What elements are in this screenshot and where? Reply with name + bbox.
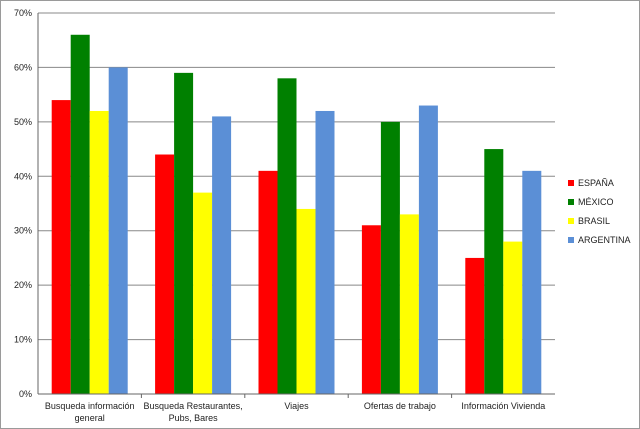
category-label: Busqueda Restaurantes,	[144, 401, 243, 411]
legend-label: MÉXICO	[578, 197, 614, 207]
bar	[258, 170, 278, 394]
bar	[484, 149, 504, 394]
bar	[361, 225, 381, 394]
bar	[212, 116, 232, 395]
y-tick-label: 70%	[14, 8, 32, 18]
bar	[418, 105, 438, 395]
legend: ESPAÑA MÉXICO BRASIL ARGENTINA	[568, 178, 631, 245]
y-tick-label: 30%	[14, 226, 32, 236]
y-tick-label: 60%	[14, 62, 32, 72]
bar	[155, 154, 175, 394]
axes	[37, 13, 555, 398]
category-label: Busqueda información	[45, 401, 135, 411]
bar	[296, 208, 316, 394]
bar	[277, 78, 297, 395]
bar	[399, 214, 419, 394]
y-tick-label: 50%	[14, 117, 32, 127]
legend-label: BRASIL	[578, 216, 610, 226]
bar	[70, 34, 90, 395]
y-tick-label: 20%	[14, 280, 32, 290]
legend-swatch	[568, 237, 574, 243]
y-tick-label: 40%	[14, 171, 32, 181]
legend-swatch	[568, 180, 574, 186]
legend-label: ESPAÑA	[578, 178, 614, 188]
y-tick-labels: 0% 10% 20% 30% 40% 50% 60% 70%	[14, 8, 32, 399]
bar	[503, 241, 523, 394]
legend-swatch	[568, 199, 574, 205]
bar	[315, 110, 335, 394]
y-tick-label: 10%	[14, 335, 32, 345]
bar	[51, 100, 71, 394]
bar	[380, 121, 400, 394]
category-label: Información Vivienda	[461, 401, 545, 411]
bar	[522, 170, 542, 394]
bar	[89, 110, 109, 394]
category-label: Pubs, Bares	[169, 413, 219, 423]
category-labels: Busqueda información general Busqueda Rest…	[45, 401, 545, 423]
category-label: general	[75, 413, 105, 423]
bar	[174, 72, 194, 394]
bar	[193, 192, 213, 394]
bar	[108, 67, 128, 394]
category-label: Ofertas de trabajo	[364, 401, 436, 411]
legend-label: ARGENTINA	[578, 235, 631, 245]
legend-swatch	[568, 218, 574, 224]
category-label: Viajes	[284, 401, 309, 411]
bars	[51, 34, 542, 395]
bar	[465, 257, 485, 394]
y-tick-label: 0%	[19, 389, 32, 399]
